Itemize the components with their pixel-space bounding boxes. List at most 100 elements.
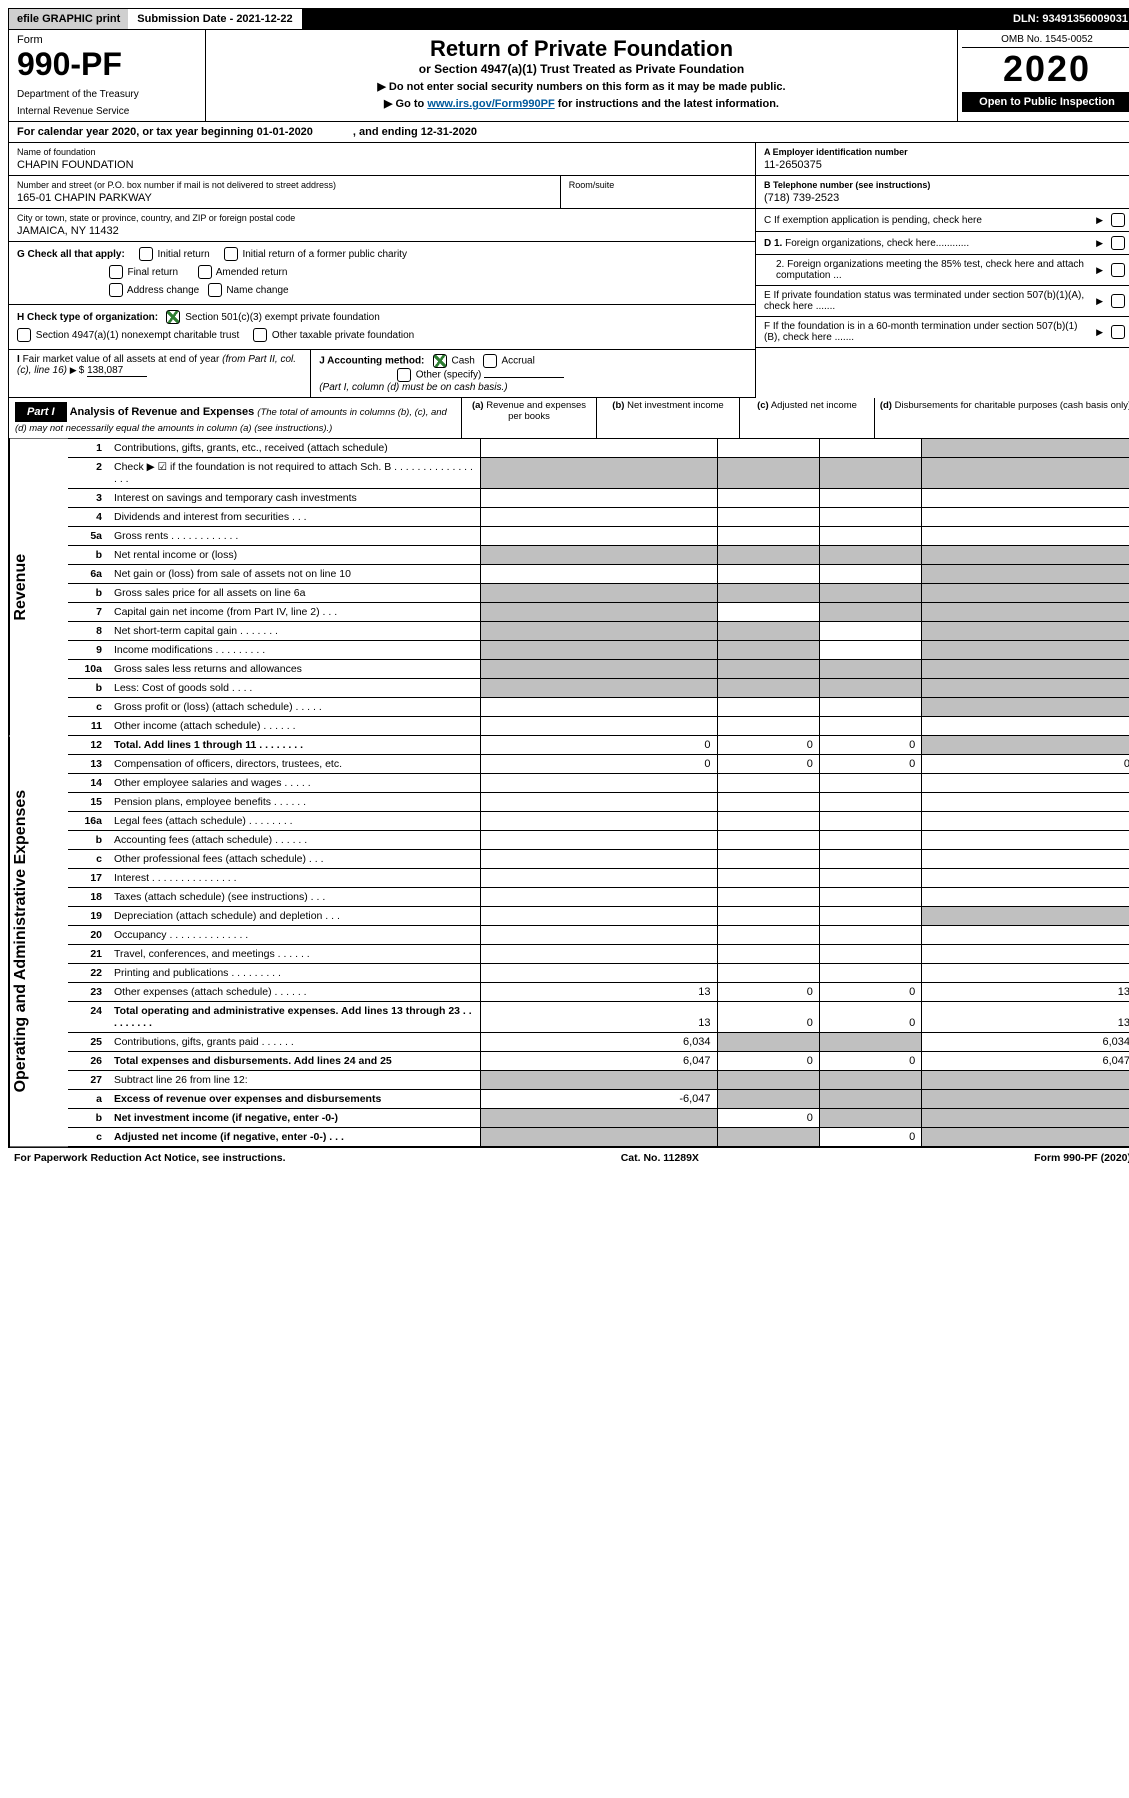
final-return-checkbox[interactable] <box>109 265 123 279</box>
col-a-val <box>481 622 718 641</box>
col-b-val <box>717 439 819 458</box>
501c3-checkbox[interactable] <box>166 310 180 324</box>
col-b-val <box>717 812 819 831</box>
60month-checkbox[interactable] <box>1111 325 1125 339</box>
col-d-val <box>922 1090 1129 1109</box>
c-label: C If exemption application is pending, c… <box>764 215 1090 226</box>
col-c-val <box>819 812 921 831</box>
row-desc: Other professional fees (attach schedule… <box>108 850 481 869</box>
col-a-val: 0 <box>481 736 718 755</box>
foreign-org-checkbox[interactable] <box>1111 236 1125 250</box>
row-num: 2 <box>68 458 108 489</box>
col-c-val <box>819 926 921 945</box>
row-desc: Other employee salaries and wages . . . … <box>108 774 481 793</box>
col-a-val <box>481 489 718 508</box>
catalog-number: Cat. No. 11289X <box>621 1152 699 1164</box>
row-desc: Check ▶ ☑ if the foundation is not requi… <box>108 458 481 489</box>
col-c-val: 0 <box>819 1052 921 1071</box>
col-c-val <box>819 1109 921 1128</box>
address: 165-01 CHAPIN PARKWAY <box>17 192 552 204</box>
row-num: 24 <box>68 1002 108 1033</box>
row-num: c <box>68 698 108 717</box>
row-num: 18 <box>68 888 108 907</box>
col-c-val: 0 <box>819 1002 921 1033</box>
col-b-val <box>717 489 819 508</box>
col-c-val: 0 <box>819 736 921 755</box>
col-a-val: -6,047 <box>481 1090 718 1109</box>
col-b-val <box>717 1033 819 1052</box>
col-b-val <box>717 508 819 527</box>
row-num: b <box>68 1109 108 1128</box>
col-d-val: 6,034 <box>922 1033 1129 1052</box>
col-c-val <box>819 508 921 527</box>
85pct-checkbox[interactable] <box>1111 263 1125 277</box>
col-a-val <box>481 679 718 698</box>
row-desc: Contributions, gifts, grants, etc., rece… <box>108 439 481 458</box>
initial-former-checkbox[interactable] <box>224 247 238 261</box>
row-num: 21 <box>68 945 108 964</box>
col-b-val <box>717 622 819 641</box>
row-desc: Less: Cost of goods sold . . . . <box>108 679 481 698</box>
row-desc: Gross sales less returns and allowances <box>108 660 481 679</box>
accrual-checkbox[interactable] <box>483 354 497 368</box>
col-c-val <box>819 565 921 584</box>
row-num: 5a <box>68 527 108 546</box>
4947a1-checkbox[interactable] <box>17 328 31 342</box>
part1-label: Part I <box>15 402 67 422</box>
irs-link[interactable]: www.irs.gov/Form990PF <box>427 98 554 110</box>
initial-return-checkbox[interactable] <box>139 247 153 261</box>
col-d-val <box>922 793 1129 812</box>
row-num: 3 <box>68 489 108 508</box>
col-a-val <box>481 439 718 458</box>
other-method-checkbox[interactable] <box>397 368 411 382</box>
other-taxable-checkbox[interactable] <box>253 328 267 342</box>
col-d-val <box>922 527 1129 546</box>
col-a-val <box>481 907 718 926</box>
col-b-val <box>717 907 819 926</box>
col-b-val <box>717 831 819 850</box>
col-d-val <box>922 489 1129 508</box>
calendar-end: , and ending 12-31-2020 <box>353 126 477 138</box>
row-num: 25 <box>68 1033 108 1052</box>
col-d-val <box>922 603 1129 622</box>
col-d-val <box>922 565 1129 584</box>
col-b-val: 0 <box>717 1002 819 1033</box>
row-desc: Adjusted net income (if negative, enter … <box>108 1128 481 1147</box>
open-to-public: Open to Public Inspection <box>962 92 1129 112</box>
name-change-checkbox[interactable] <box>208 283 222 297</box>
col-a-val <box>481 869 718 888</box>
row-desc: Capital gain net income (from Part IV, l… <box>108 603 481 622</box>
col-d-val <box>922 774 1129 793</box>
col-c-val <box>819 717 921 736</box>
exemption-pending-checkbox[interactable] <box>1111 213 1125 227</box>
col-c-val <box>819 869 921 888</box>
arrow-icon <box>1096 215 1105 226</box>
col-b-hdr: Net investment income <box>627 400 724 411</box>
col-d-val <box>922 736 1129 755</box>
col-b-val <box>717 869 819 888</box>
efile-label: efile GRAPHIC print <box>9 9 129 29</box>
terminated-checkbox[interactable] <box>1111 294 1125 308</box>
omb-number: OMB No. 1545-0052 <box>962 34 1129 48</box>
fmv-value: 138,087 <box>87 365 147 377</box>
col-d-hdr: Disbursements for charitable purposes (c… <box>895 400 1129 411</box>
col-a-val <box>481 774 718 793</box>
col-c-val <box>819 774 921 793</box>
city: JAMAICA, NY 11432 <box>17 225 747 237</box>
goto-note: ▶ Go to www.irs.gov/Form990PF for instru… <box>212 97 951 110</box>
amended-return-checkbox[interactable] <box>198 265 212 279</box>
col-a-val <box>481 888 718 907</box>
row-desc: Net short-term capital gain . . . . . . … <box>108 622 481 641</box>
col-d-val <box>922 812 1129 831</box>
col-a-val: 6,047 <box>481 1052 718 1071</box>
cash-checkbox[interactable] <box>433 354 447 368</box>
col-d-val <box>922 850 1129 869</box>
col-c-val <box>819 439 921 458</box>
part1-title: Analysis of Revenue and Expenses <box>70 406 255 418</box>
col-c-val <box>819 945 921 964</box>
col-d-val <box>922 945 1129 964</box>
row-num: 12 <box>68 736 108 755</box>
address-change-checkbox[interactable] <box>109 283 123 297</box>
fmv-label: Fair market value of all assets at end o… <box>17 354 296 376</box>
col-b-val <box>717 584 819 603</box>
